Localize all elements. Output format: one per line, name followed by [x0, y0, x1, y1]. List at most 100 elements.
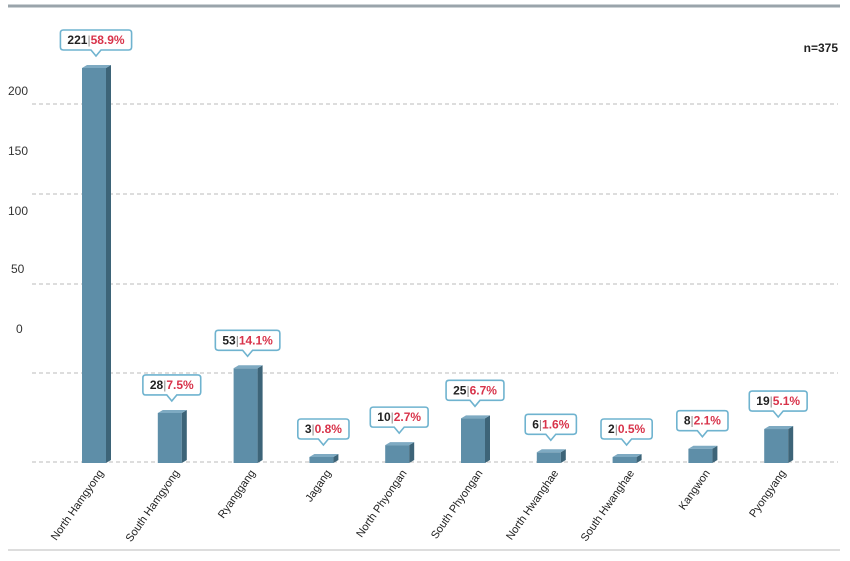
value-label-separator: | — [163, 378, 166, 392]
bar-side — [560, 449, 566, 463]
bar — [612, 454, 642, 463]
bar-side — [788, 426, 794, 463]
value-label: 53 | 14.1% — [214, 329, 281, 358]
bar-front — [157, 412, 182, 463]
bar — [688, 445, 718, 463]
value-label-box — [369, 406, 429, 435]
bar — [764, 426, 794, 463]
bar-front — [233, 368, 258, 463]
value-label-percent: 1.6% — [542, 417, 570, 431]
value-label-separator: | — [87, 33, 90, 47]
value-label-percent: 5.1% — [773, 394, 801, 408]
value-label: 8 | 2.1% — [676, 409, 729, 438]
value-label-count: 8 — [684, 414, 691, 428]
bar-side — [257, 365, 263, 463]
value-label-separator: | — [391, 410, 394, 424]
bar-front — [764, 429, 789, 463]
value-label: 6 | 1.6% — [524, 413, 578, 442]
value-label-separator: | — [312, 422, 315, 436]
value-label: 3 | 0.8% — [297, 418, 350, 447]
y-tick-label: 50 — [11, 262, 25, 276]
category-label: North Phyongan — [354, 468, 409, 540]
bar-side — [106, 65, 111, 463]
value-label-percent: 6.7% — [470, 383, 498, 397]
value-label-percent: 0.8% — [315, 422, 343, 436]
y-axis-ticks: 200 150 100 50 0 — [8, 84, 28, 336]
bar — [157, 409, 187, 463]
value-label-count: 2 — [608, 422, 615, 436]
bar-front — [536, 452, 561, 463]
category-labels: North Hamgyong South Hamgyong Ryanggang Jag… — [49, 468, 789, 545]
value-label: 19 | 5.1% — [748, 390, 808, 419]
value-label-separator: | — [770, 394, 773, 408]
value-label-percent: 0.5% — [618, 422, 646, 436]
value-label-percent: 7.5% — [166, 378, 194, 392]
bar-top — [764, 426, 794, 430]
value-label: 2 | 0.5% — [600, 418, 653, 447]
value-label-box — [676, 409, 729, 438]
bar-top — [233, 365, 263, 369]
bar-front — [309, 457, 334, 463]
bar-side — [181, 409, 187, 463]
value-label-count: 25 — [453, 383, 467, 397]
category-label: North Hamgyong — [49, 468, 107, 543]
category-label: Jagang — [303, 468, 334, 504]
value-label: 25 | 6.7% — [445, 379, 505, 408]
value-label-box — [600, 418, 653, 447]
category-label: South Hamgyong — [124, 468, 183, 545]
value-label-percent: 58.9% — [91, 33, 125, 47]
value-label-count: 10 — [377, 410, 391, 424]
bar-top — [309, 454, 339, 457]
bar-front — [385, 445, 410, 463]
value-label-box — [142, 374, 202, 403]
bar-top — [612, 454, 642, 457]
value-label-box — [748, 390, 808, 419]
value-label-separator: | — [539, 417, 542, 431]
bar — [309, 454, 339, 463]
y-tick-label: 150 — [8, 144, 28, 158]
value-label-percent: 2.1% — [694, 414, 722, 428]
value-label-separator: | — [615, 422, 618, 436]
value-label-count: 53 — [222, 333, 236, 347]
value-label-percent: 2.7% — [394, 410, 422, 424]
bars — [82, 65, 794, 463]
value-label: 28 | 7.5% — [142, 374, 202, 403]
bar-front — [688, 448, 713, 463]
bar-top — [157, 409, 187, 413]
bar-top — [82, 65, 111, 68]
bar-side — [409, 442, 415, 463]
value-label-separator: | — [691, 414, 694, 428]
value-label: 221 | 58.9% — [59, 29, 133, 58]
value-label-count: 221 — [67, 33, 87, 47]
y-tick-label: 200 — [8, 84, 28, 98]
y-tick-label: 100 — [8, 204, 28, 218]
value-labels: 221 | 58.9%28 | 7.5%53 | 14.1%3 | 0.8%10… — [59, 29, 808, 447]
value-label-separator: | — [466, 383, 469, 397]
bar — [461, 415, 490, 463]
value-label-count: 6 — [532, 417, 539, 431]
value-label-count: 28 — [150, 378, 164, 392]
value-label-box — [214, 329, 281, 358]
value-label-box — [59, 29, 133, 58]
bar-front — [612, 457, 637, 463]
bar — [536, 449, 566, 463]
value-label-count: 19 — [756, 394, 770, 408]
category-label: Pyongyang — [747, 468, 788, 520]
bar — [233, 365, 263, 463]
category-label: North Hwanghae — [504, 468, 561, 543]
bar — [385, 442, 415, 463]
value-label-box — [445, 379, 505, 408]
category-label: South Phyongan — [429, 468, 485, 542]
category-label: Ryanggang — [216, 468, 258, 521]
bar — [82, 65, 111, 463]
bar-front — [82, 68, 106, 463]
category-label: Kangwon — [677, 468, 713, 512]
value-label-box — [524, 413, 578, 442]
bar-front — [461, 418, 485, 463]
sample-size-label: n=375 — [804, 41, 839, 55]
bar-side — [712, 445, 718, 463]
bar-top — [536, 449, 566, 453]
gridlines — [32, 103, 838, 463]
bar-top — [461, 415, 490, 419]
